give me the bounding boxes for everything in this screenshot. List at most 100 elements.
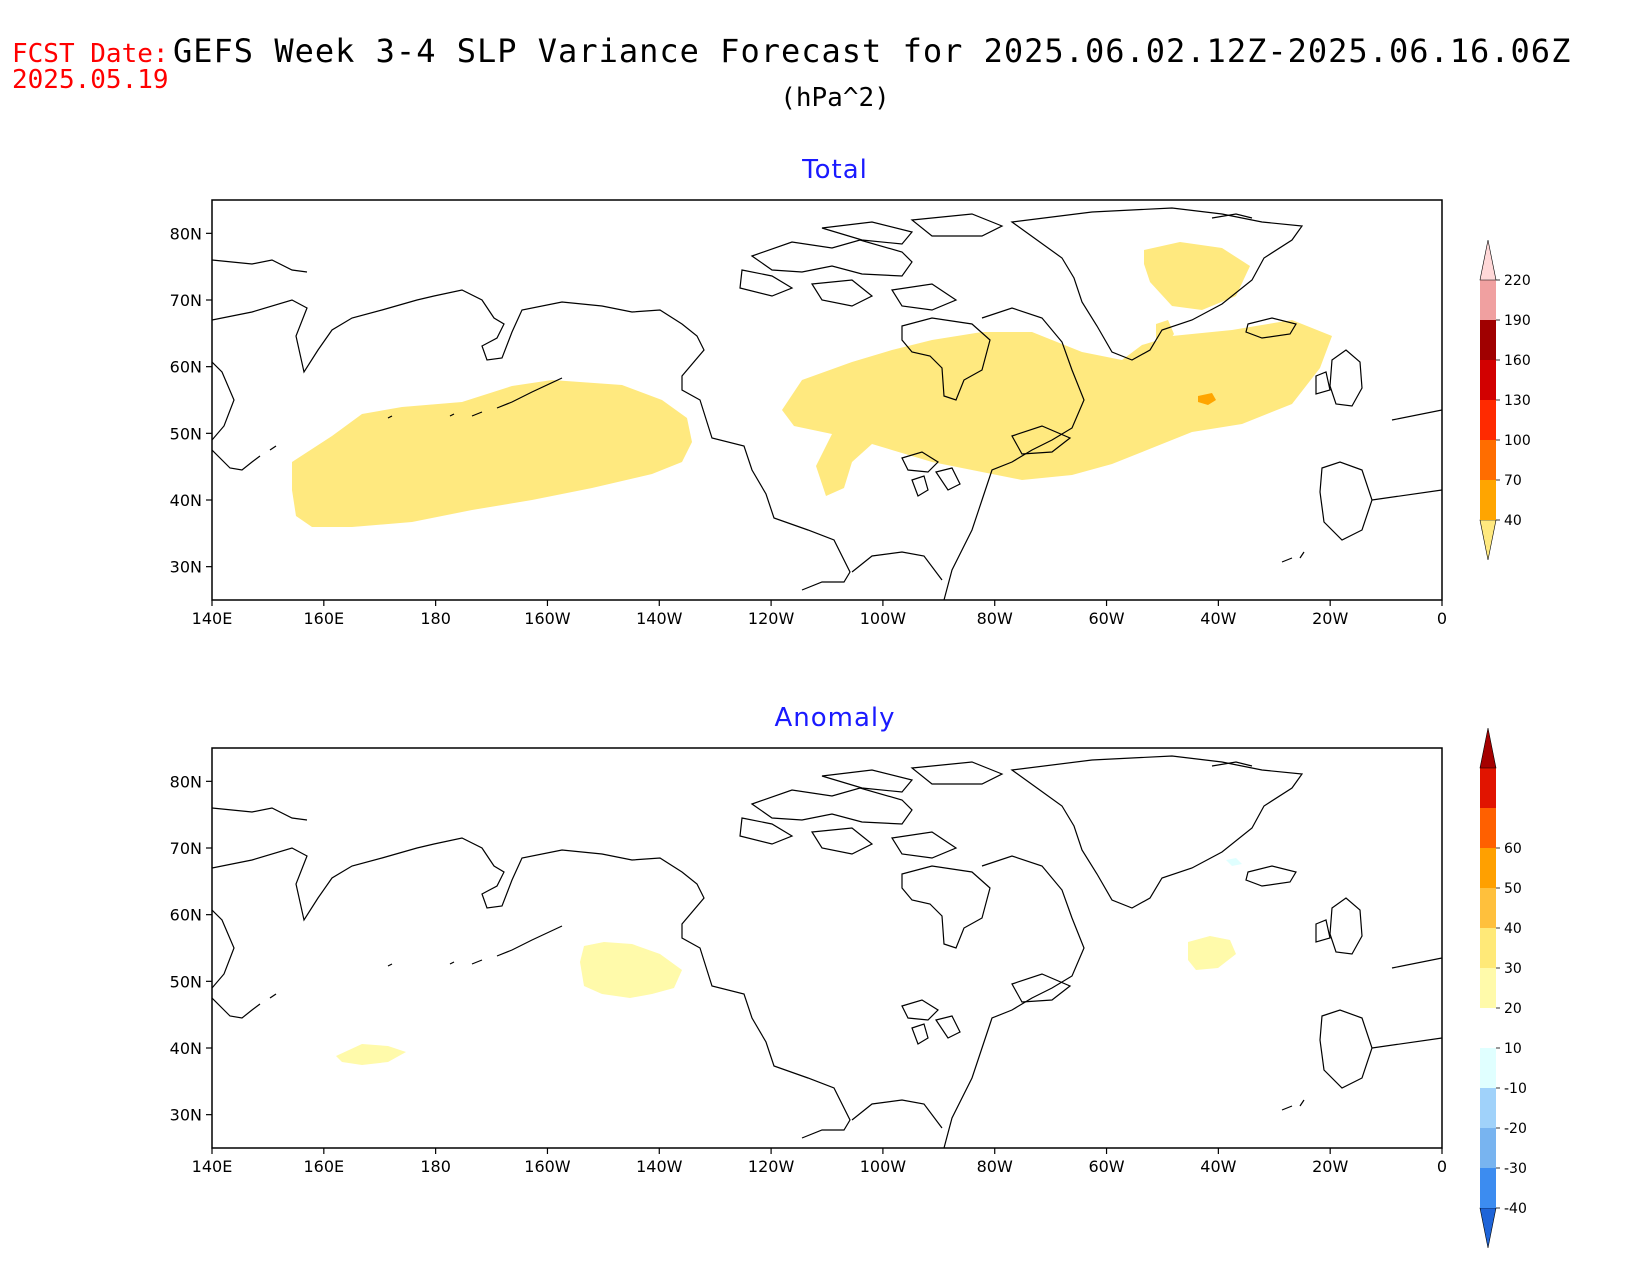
map-background [212,748,1442,1148]
lat-tick-label: 80N [170,224,202,243]
panel-title: Total [801,155,868,185]
forecast-date-label: FCST Date: [12,39,169,69]
shade-east-greenland [1226,858,1242,866]
colorbar-segment [1480,1008,1496,1048]
colorbar-label: 10 [1504,1041,1522,1057]
colorbar-label: 50 [1504,881,1522,897]
colorbar-segment [1480,968,1496,1008]
colorbar-label: -30 [1504,1161,1527,1177]
colorbar-label: 40 [1504,921,1522,937]
lon-tick-label: 120W [748,1157,795,1176]
lon-tick-label: 40W [1200,609,1236,628]
colorbar-segment [1480,280,1496,320]
colorbar-label: 130 [1504,393,1531,409]
lon-tick-label: 80W [977,1157,1013,1176]
lat-tick-label: 30N [170,1106,202,1125]
colorbar-label: 20 [1504,1001,1522,1017]
colorbar-label: 220 [1504,273,1531,289]
colorbar-label: 70 [1504,473,1522,489]
shade-labrador-sea-max [1198,393,1216,405]
map-area: 140E 160E 180 160W 140W 120W 100W 80W 60W 40W 20W 0… [170,199,1447,628]
colorbar-label: 60 [1504,841,1522,857]
lon-tick-label: 160E [303,609,344,628]
lat-tick-label: 40N [170,1039,202,1058]
shade-gulf-of-alaska [580,942,682,998]
lon-tick-label: 20W [1312,609,1348,628]
shade-greenland-interior [1144,242,1250,310]
lat-tick-label: 60N [170,358,202,377]
colorbar-segment [1480,480,1496,520]
colorbar-segment [1479,519,1497,561]
colorbar-segment [1480,400,1496,440]
lon-tick-label: 160W [524,1157,571,1176]
lon-tick-label: 120W [748,609,795,628]
latitude-axis: 30N 40N 50N 60N 70N 80N [170,772,212,1125]
colorbar-label: 30 [1504,961,1522,977]
colorbar-segment [1480,360,1496,400]
units-label: (hPa^2) [780,83,890,113]
lat-tick-label: 30N [170,558,202,577]
lat-tick-label: 70N [170,291,202,310]
panel-total: Total 140E 160E 180 160W 140W 120W 100W 80W 60W 4… [170,155,1531,628]
colorbar-segment [1480,928,1496,968]
lon-tick-label: 100W [860,1157,907,1176]
lat-tick-label: 50N [170,972,202,991]
colorbar-segment [1480,1128,1496,1168]
lon-tick-label: 60W [1088,1157,1124,1176]
lon-tick-label: 160W [524,609,571,628]
lon-tick-label: 140E [192,1157,233,1176]
colorbar-segment [1480,888,1496,928]
map-frame [211,199,1443,601]
colorbar-segment [1479,1207,1497,1249]
map-frame [211,747,1443,1149]
longitude-axis: 140E 160E 180 160W 140W 120W 100W 80W 60W 40W 20W 0 [192,1148,1447,1176]
forecast-date: 2025.05.19 [12,65,169,95]
lon-tick-label: 0 [1437,609,1447,628]
colorbar-label: -10 [1504,1081,1527,1097]
map-area: 140E 160E 180 160W 140W 120W 100W 80W 60W 40W 20W 0… [170,747,1447,1176]
colorbar-segment [1480,1168,1496,1208]
panel-anomaly: Anomaly 140E 160E 180 160W 140W 120W 100W 80W 60… [170,703,1527,1249]
lon-tick-label: 20W [1312,1157,1348,1176]
colorbar-label: 100 [1504,433,1531,449]
shade-north-atlantic-canada [782,320,1332,496]
colorbar-segment [1480,440,1496,480]
colorbar-label: -40 [1504,1201,1527,1217]
colorbar-segment [1479,239,1497,281]
colorbar-segment [1479,727,1497,769]
lon-tick-label: 40W [1200,1157,1236,1176]
lat-tick-label: 60N [170,906,202,925]
colorbar-segment [1480,848,1496,888]
lon-tick-label: 0 [1437,1157,1447,1176]
lon-tick-label: 80W [977,609,1013,628]
lon-tick-label: 160E [303,1157,344,1176]
figure-title: GEFS Week 3-4 SLP Variance Forecast for … [173,32,1571,70]
longitude-axis: 140E 160E 180 160W 140W 120W 100W 80W 60W 40W 20W 0 [192,600,1447,628]
lon-tick-label: 180 [420,609,451,628]
colorbar-segment [1480,808,1496,848]
lat-tick-label: 70N [170,839,202,858]
lon-tick-label: 60W [1088,609,1124,628]
colorbar-label: -20 [1504,1121,1527,1137]
shade-central-pacific [336,1044,406,1065]
lon-tick-label: 100W [860,609,907,628]
colorbar-segment [1480,1088,1496,1128]
shade-north-pacific [292,380,692,527]
shade-mid-atlantic [1188,936,1236,970]
colorbar-anomaly: -40 -30 -20 -10 10 20 30 40 50 60 [1479,727,1527,1249]
lon-tick-label: 140W [636,1157,683,1176]
lat-tick-label: 50N [170,424,202,443]
colorbar-total: 40 70 100 130 160 190 220 [1479,239,1531,561]
colorbar-segment [1480,320,1496,360]
colorbar-label: 190 [1504,313,1531,329]
colorbar-segment [1480,768,1496,808]
lon-tick-label: 180 [420,1157,451,1176]
lon-tick-label: 140E [192,609,233,628]
lat-tick-label: 80N [170,772,202,791]
colorbar-segment [1480,1048,1496,1088]
colorbar-label: 40 [1504,513,1522,529]
panel-title: Anomaly [774,703,895,733]
lon-tick-label: 140W [636,609,683,628]
latitude-axis: 30N 40N 50N 60N 70N 80N [170,224,212,577]
